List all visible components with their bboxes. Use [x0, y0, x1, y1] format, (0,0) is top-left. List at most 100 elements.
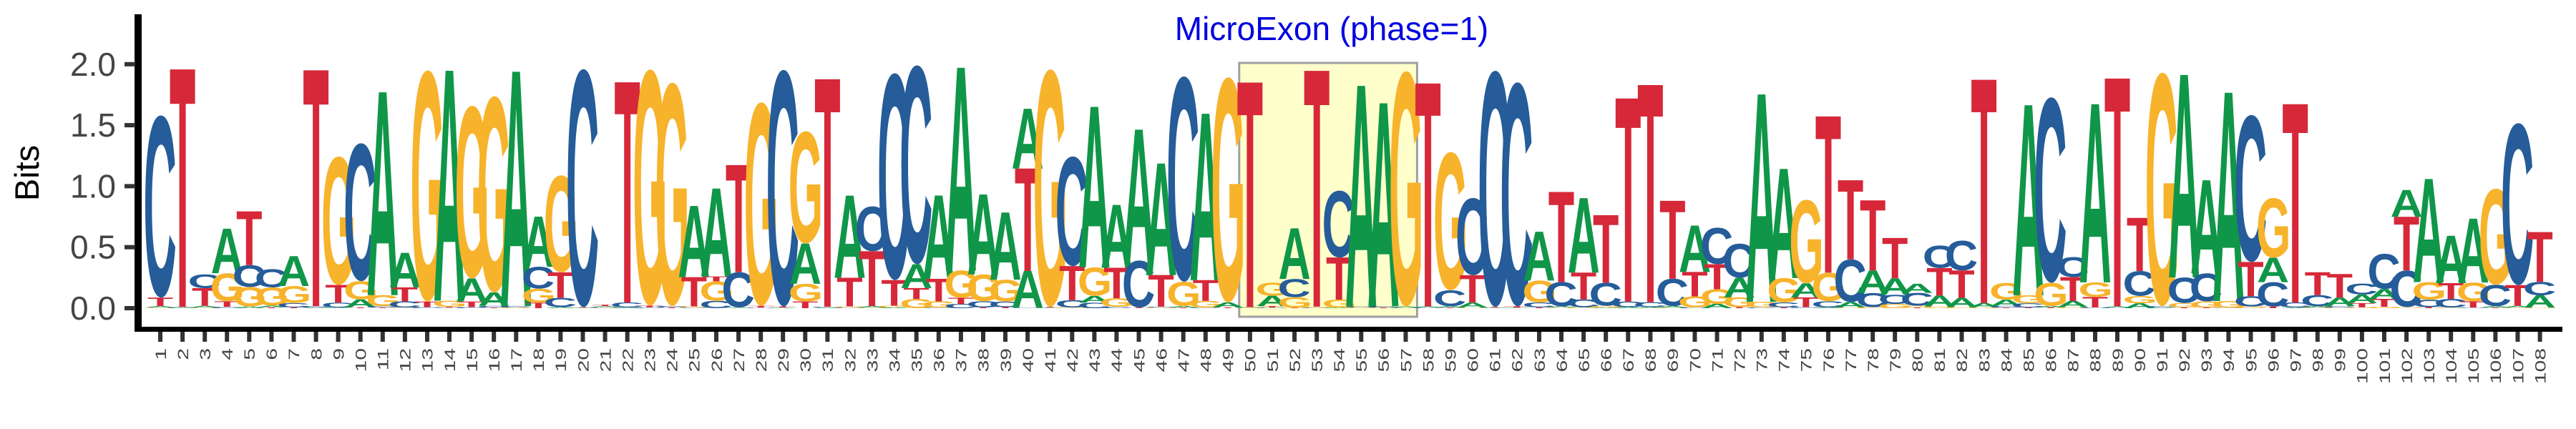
- svg-text:45: 45: [1131, 348, 1148, 372]
- svg-text:99: 99: [2331, 348, 2349, 372]
- svg-text:97: 97: [2287, 348, 2305, 372]
- svg-text:25: 25: [686, 348, 703, 372]
- svg-text:87: 87: [2064, 348, 2082, 372]
- svg-text:60: 60: [1464, 348, 1482, 372]
- svg-text:106: 106: [2487, 348, 2504, 384]
- svg-text:76: 76: [1820, 348, 1838, 372]
- svg-text:1: 1: [152, 348, 170, 360]
- svg-text:58: 58: [1419, 348, 1437, 372]
- svg-text:31: 31: [819, 348, 836, 372]
- svg-text:Bits: Bits: [8, 145, 46, 201]
- svg-text:96: 96: [2265, 348, 2283, 372]
- svg-text:24: 24: [663, 348, 681, 372]
- svg-text:70: 70: [1686, 348, 1704, 372]
- svg-text:86: 86: [2042, 348, 2060, 372]
- svg-text:61: 61: [1486, 348, 1504, 372]
- svg-text:63: 63: [1531, 348, 1548, 372]
- svg-text:53: 53: [1308, 348, 1326, 372]
- svg-text:2: 2: [174, 348, 192, 360]
- svg-text:34: 34: [886, 348, 904, 372]
- svg-text:8: 8: [308, 348, 326, 360]
- svg-text:4: 4: [218, 348, 236, 360]
- svg-text:107: 107: [2509, 348, 2527, 384]
- svg-text:28: 28: [752, 348, 770, 372]
- svg-text:78: 78: [1864, 348, 1882, 372]
- svg-text:2.0: 2.0: [70, 46, 116, 83]
- svg-text:68: 68: [1641, 348, 1659, 372]
- svg-text:7: 7: [285, 348, 303, 360]
- svg-text:103: 103: [2420, 348, 2438, 384]
- svg-text:85: 85: [2020, 348, 2038, 372]
- svg-text:21: 21: [597, 348, 615, 372]
- svg-text:16: 16: [485, 348, 503, 372]
- svg-text:71: 71: [1709, 348, 1727, 372]
- svg-text:1.0: 1.0: [70, 167, 116, 204]
- svg-text:84: 84: [1998, 348, 2016, 372]
- svg-text:74: 74: [1775, 348, 1793, 372]
- svg-text:3: 3: [196, 348, 214, 360]
- svg-text:62: 62: [1508, 348, 1526, 372]
- svg-text:1.5: 1.5: [70, 107, 116, 144]
- svg-text:95: 95: [2242, 348, 2260, 372]
- svg-text:90: 90: [2131, 348, 2149, 372]
- svg-text:20: 20: [574, 348, 592, 372]
- svg-text:50: 50: [1241, 348, 1259, 372]
- svg-text:57: 57: [1397, 348, 1415, 372]
- svg-text:36: 36: [930, 348, 948, 372]
- svg-text:79: 79: [1886, 348, 1904, 372]
- svg-text:81: 81: [1931, 348, 1948, 372]
- svg-text:91: 91: [2153, 348, 2171, 372]
- svg-text:9: 9: [330, 348, 348, 360]
- svg-text:5: 5: [240, 348, 258, 360]
- svg-text:MicroExon (phase=1): MicroExon (phase=1): [1175, 10, 1488, 47]
- svg-text:30: 30: [796, 348, 814, 372]
- svg-text:89: 89: [2109, 348, 2127, 372]
- svg-text:94: 94: [2220, 348, 2238, 372]
- svg-text:64: 64: [1553, 348, 1571, 372]
- svg-text:6: 6: [263, 348, 280, 360]
- svg-text:35: 35: [908, 348, 926, 372]
- svg-text:23: 23: [641, 348, 659, 372]
- svg-text:102: 102: [2398, 348, 2416, 384]
- svg-text:52: 52: [1286, 348, 1304, 372]
- svg-text:15: 15: [463, 348, 481, 372]
- svg-text:73: 73: [1753, 348, 1771, 372]
- svg-text:43: 43: [1085, 348, 1103, 372]
- svg-text:46: 46: [1153, 348, 1171, 372]
- svg-text:0.0: 0.0: [70, 290, 116, 327]
- svg-text:92: 92: [2175, 348, 2193, 372]
- svg-text:47: 47: [1175, 348, 1193, 372]
- svg-text:108: 108: [2532, 348, 2550, 384]
- svg-text:40: 40: [1019, 348, 1037, 372]
- svg-text:98: 98: [2309, 348, 2327, 372]
- svg-text:38: 38: [975, 348, 992, 372]
- svg-text:26: 26: [708, 348, 726, 372]
- svg-text:101: 101: [2376, 348, 2394, 384]
- svg-text:69: 69: [1664, 348, 1682, 372]
- svg-text:83: 83: [1976, 348, 1994, 372]
- svg-text:72: 72: [1731, 348, 1749, 372]
- svg-text:33: 33: [864, 348, 882, 372]
- svg-text:48: 48: [1197, 348, 1215, 372]
- svg-text:56: 56: [1375, 348, 1392, 372]
- svg-text:10: 10: [352, 348, 370, 372]
- svg-text:67: 67: [1619, 348, 1637, 372]
- svg-text:54: 54: [1330, 348, 1348, 372]
- svg-text:32: 32: [841, 348, 859, 372]
- svg-text:55: 55: [1352, 348, 1370, 372]
- svg-text:41: 41: [1041, 348, 1059, 372]
- svg-text:75: 75: [1797, 348, 1815, 372]
- svg-text:12: 12: [396, 348, 414, 372]
- svg-text:49: 49: [1219, 348, 1237, 372]
- svg-text:11: 11: [374, 348, 392, 370]
- svg-text:29: 29: [774, 348, 792, 372]
- svg-text:80: 80: [1908, 348, 1926, 372]
- svg-text:0.5: 0.5: [70, 229, 116, 266]
- svg-text:37: 37: [952, 348, 970, 372]
- svg-text:100: 100: [2353, 348, 2371, 384]
- svg-text:51: 51: [1264, 348, 1282, 372]
- svg-text:22: 22: [619, 348, 637, 372]
- svg-text:59: 59: [1442, 348, 1460, 372]
- svg-text:66: 66: [1597, 348, 1615, 372]
- svg-text:44: 44: [1108, 348, 1126, 372]
